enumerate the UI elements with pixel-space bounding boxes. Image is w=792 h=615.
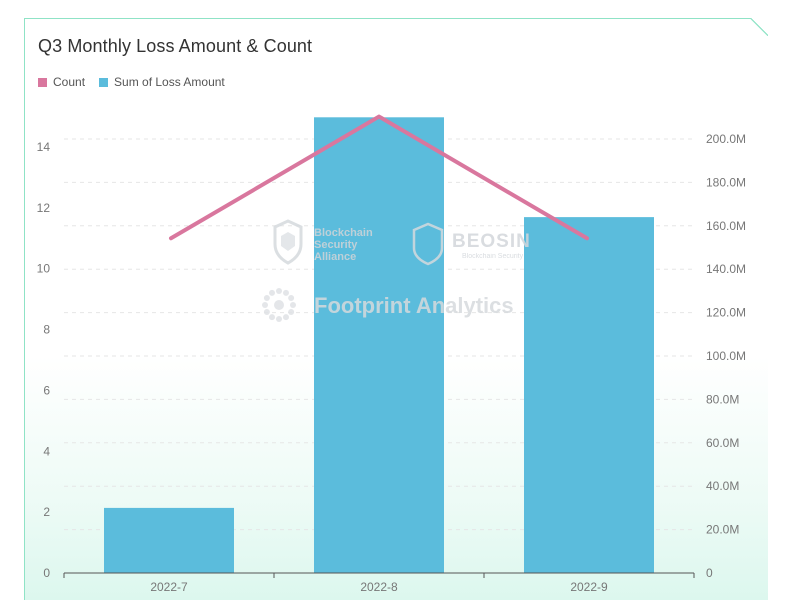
legend-label-loss: Sum of Loss Amount bbox=[114, 75, 225, 89]
footprint-logo-dot bbox=[276, 316, 282, 322]
legend-item-loss[interactable]: Sum of Loss Amount bbox=[99, 75, 225, 89]
right-axis-tick-label: 80.0M bbox=[706, 392, 739, 406]
left-axis-tick-label: 2 bbox=[43, 505, 50, 519]
left-axis-tick-label: 14 bbox=[37, 140, 51, 154]
count-line bbox=[169, 114, 589, 241]
right-axis-tick-label: 40.0M bbox=[706, 479, 739, 493]
left-axis-tick-label: 0 bbox=[43, 566, 50, 580]
footprint-logo-icon bbox=[274, 300, 284, 310]
x-axis-tick-label: 2022-8 bbox=[360, 580, 398, 594]
bsa-shield-inner bbox=[281, 232, 295, 251]
footprint-logo-dot bbox=[276, 288, 282, 294]
right-axis-tick-label: 200.0M bbox=[706, 132, 746, 146]
footprint-logo-dot bbox=[263, 309, 270, 315]
legend-swatch-loss bbox=[99, 77, 109, 87]
right-axis-tick-label: 160.0M bbox=[706, 219, 746, 233]
right-axis-tick-label: 60.0M bbox=[706, 436, 739, 450]
beosin-watermark: BEOSIN bbox=[452, 231, 531, 252]
right-axis-tick-label: 0 bbox=[706, 566, 713, 580]
beosin-logo-icon bbox=[412, 222, 444, 266]
left-axis-tick-label: 4 bbox=[43, 444, 50, 458]
right-axis-tick-label: 140.0M bbox=[706, 262, 746, 276]
footprint-logo-dot bbox=[283, 314, 289, 321]
footprint-logo-dot bbox=[262, 302, 268, 308]
footprint-logo-dot bbox=[283, 289, 289, 296]
bsa-watermark-line: Blockchain bbox=[314, 227, 373, 239]
left-axis-tick-label: 10 bbox=[37, 262, 51, 276]
footprint-logo-dot bbox=[263, 295, 270, 301]
bsa-watermark-line: Alliance bbox=[314, 251, 356, 263]
footprint-logo-dot bbox=[269, 289, 275, 296]
footprint-logo-dot bbox=[269, 314, 275, 321]
footprint-logo-dot bbox=[290, 302, 296, 308]
left-axis-tick-label: 6 bbox=[43, 383, 50, 397]
legend-label-count: Count bbox=[53, 75, 86, 89]
bar-2022-9 bbox=[524, 217, 654, 573]
footprint-watermark: Footprint Analytics bbox=[314, 293, 514, 318]
left-axis-tick-label: 12 bbox=[37, 201, 51, 215]
legend-item-count[interactable]: Count bbox=[38, 75, 85, 89]
left-axis-tick-label: 8 bbox=[43, 323, 50, 337]
bsa-shield-logo-icon bbox=[273, 219, 303, 265]
bsa-watermark-line: Security bbox=[314, 239, 358, 251]
beosin-watermark-sub: Blockchain Security bbox=[462, 253, 524, 260]
x-axis-tick-label: 2022-7 bbox=[150, 580, 188, 594]
legend-swatch-count bbox=[38, 77, 47, 87]
bar-2022-8 bbox=[314, 117, 444, 574]
right-axis-tick-label: 120.0M bbox=[706, 306, 746, 320]
chart-title: Q3 Monthly Loss Amount & Count bbox=[38, 36, 313, 56]
right-axis-tick-label: 100.0M bbox=[706, 349, 746, 363]
chart-legend: Count Sum of Loss Amount bbox=[38, 75, 239, 89]
right-axis-tick-label: 180.0M bbox=[706, 175, 746, 189]
bar-2022-7 bbox=[104, 507, 234, 573]
footprint-logo-dot bbox=[288, 295, 295, 301]
footprint-logo-dot bbox=[288, 309, 295, 315]
x-axis-tick-label: 2022-9 bbox=[570, 580, 608, 594]
right-axis-tick-label: 20.0M bbox=[706, 523, 739, 537]
